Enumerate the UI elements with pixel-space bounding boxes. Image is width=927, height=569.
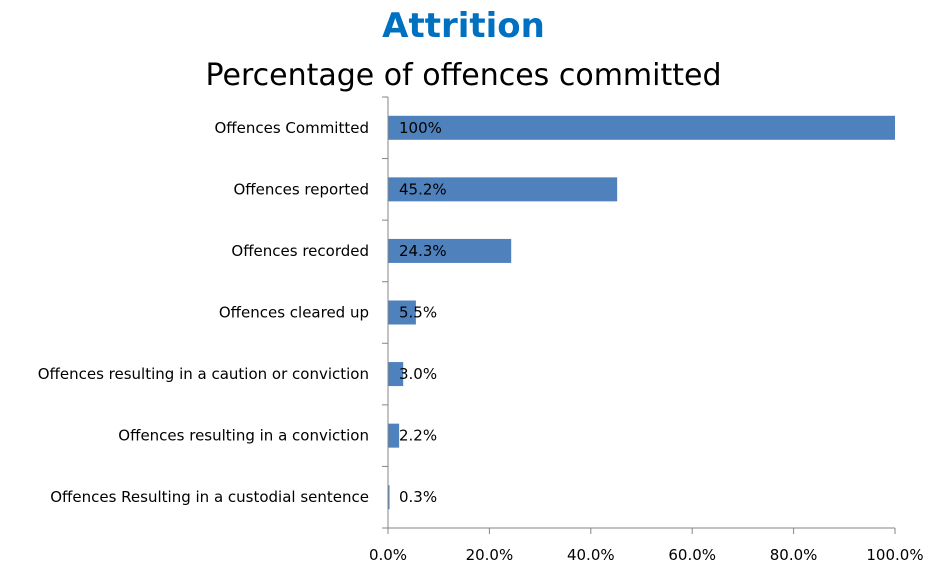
bar (388, 362, 404, 387)
x-tick-labels: 0.0% 20.0% 40.0% 60.0% 80.0% 100.0% (369, 546, 924, 564)
category-label: Offences recorded (231, 242, 369, 260)
x-tick-label: 100.0% (866, 546, 923, 564)
bars-layer (388, 115, 895, 510)
category-labels: Offences Committed Offences reported Offen… (38, 119, 369, 506)
data-label: 24.3% (399, 242, 447, 260)
data-labels: 100% 45.2% 24.3% 5.5% 3.0% 2.2% 0.3% (399, 119, 447, 506)
bar (388, 238, 512, 263)
x-tick-label: 0.0% (369, 546, 407, 564)
bar (388, 300, 416, 325)
chart-title: Attrition (382, 6, 545, 46)
x-tick-label: 80.0% (770, 546, 818, 564)
data-label: 5.5% (399, 304, 437, 322)
bar (388, 485, 390, 510)
bar (388, 177, 618, 202)
data-label: 0.3% (399, 488, 437, 506)
x-tick-label: 60.0% (668, 546, 716, 564)
x-tick-label: 40.0% (567, 546, 615, 564)
category-label: Offences resulting in a conviction (118, 427, 369, 445)
data-label: 3.0% (399, 365, 437, 383)
chart-subtitle: Percentage of offences committed (205, 58, 722, 93)
data-label: 2.2% (399, 427, 437, 445)
category-label: Offences cleared up (219, 304, 369, 322)
axes (382, 96, 896, 534)
bar (388, 423, 400, 448)
category-label: Offences resulting in a caution or convi… (38, 365, 369, 383)
data-label: 100% (399, 119, 442, 137)
x-tick-label: 20.0% (466, 546, 514, 564)
category-label: Offences Resulting in a custodial senten… (50, 488, 369, 506)
bar (388, 115, 895, 140)
category-label: Offences Committed (215, 119, 370, 137)
data-label: 45.2% (399, 180, 447, 198)
category-label: Offences reported (234, 180, 370, 198)
